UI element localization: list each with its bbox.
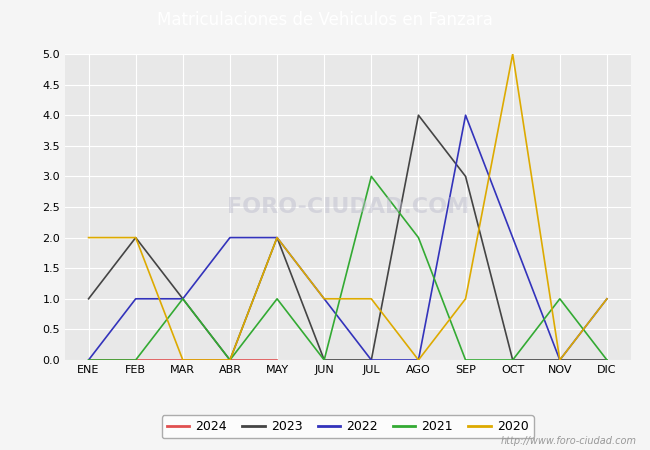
2021 xyxy=(415,235,422,240)
2023 xyxy=(84,296,92,302)
2024 xyxy=(226,357,234,363)
2022 xyxy=(320,296,328,302)
2023 xyxy=(415,112,422,118)
Line: 2022: 2022 xyxy=(88,115,607,360)
2020 xyxy=(273,235,281,240)
2024 xyxy=(179,357,187,363)
Text: http://www.foro-ciudad.com: http://www.foro-ciudad.com xyxy=(501,436,637,446)
2022 xyxy=(132,296,140,302)
2021 xyxy=(320,357,328,363)
2023 xyxy=(603,357,611,363)
2021 xyxy=(179,296,187,302)
2023 xyxy=(367,357,375,363)
2020 xyxy=(603,296,611,302)
2023 xyxy=(509,357,517,363)
2023 xyxy=(179,296,187,302)
2021 xyxy=(603,357,611,363)
2021 xyxy=(84,357,92,363)
2021 xyxy=(273,296,281,302)
2022 xyxy=(415,357,422,363)
2020 xyxy=(367,296,375,302)
Text: Matriculaciones de Vehiculos en Fanzara: Matriculaciones de Vehiculos en Fanzara xyxy=(157,11,493,29)
2022 xyxy=(462,112,469,118)
Line: 2021: 2021 xyxy=(88,176,607,360)
2020 xyxy=(84,235,92,240)
2020 xyxy=(509,51,517,57)
2020 xyxy=(556,357,564,363)
2022 xyxy=(556,357,564,363)
2022 xyxy=(509,235,517,240)
2024 xyxy=(84,357,92,363)
2022 xyxy=(179,296,187,302)
2023 xyxy=(462,174,469,179)
2021 xyxy=(367,174,375,179)
2024 xyxy=(132,357,140,363)
2021 xyxy=(226,357,234,363)
Legend: 2024, 2023, 2022, 2021, 2020: 2024, 2023, 2022, 2021, 2020 xyxy=(162,415,534,438)
2023 xyxy=(556,357,564,363)
2021 xyxy=(509,357,517,363)
2021 xyxy=(132,357,140,363)
2021 xyxy=(462,357,469,363)
2022 xyxy=(273,235,281,240)
2020 xyxy=(226,357,234,363)
Line: 2020: 2020 xyxy=(88,54,607,360)
2022 xyxy=(84,357,92,363)
2022 xyxy=(603,296,611,302)
2020 xyxy=(179,357,187,363)
2023 xyxy=(320,357,328,363)
2022 xyxy=(367,357,375,363)
2023 xyxy=(226,357,234,363)
2024 xyxy=(273,357,281,363)
2023 xyxy=(273,235,281,240)
2020 xyxy=(462,296,469,302)
2022 xyxy=(226,235,234,240)
2020 xyxy=(415,357,422,363)
Line: 2023: 2023 xyxy=(88,115,607,360)
2023 xyxy=(132,235,140,240)
2020 xyxy=(320,296,328,302)
2021 xyxy=(556,296,564,302)
2020 xyxy=(132,235,140,240)
Text: FORO-CIUDAD.COM: FORO-CIUDAD.COM xyxy=(227,197,469,217)
